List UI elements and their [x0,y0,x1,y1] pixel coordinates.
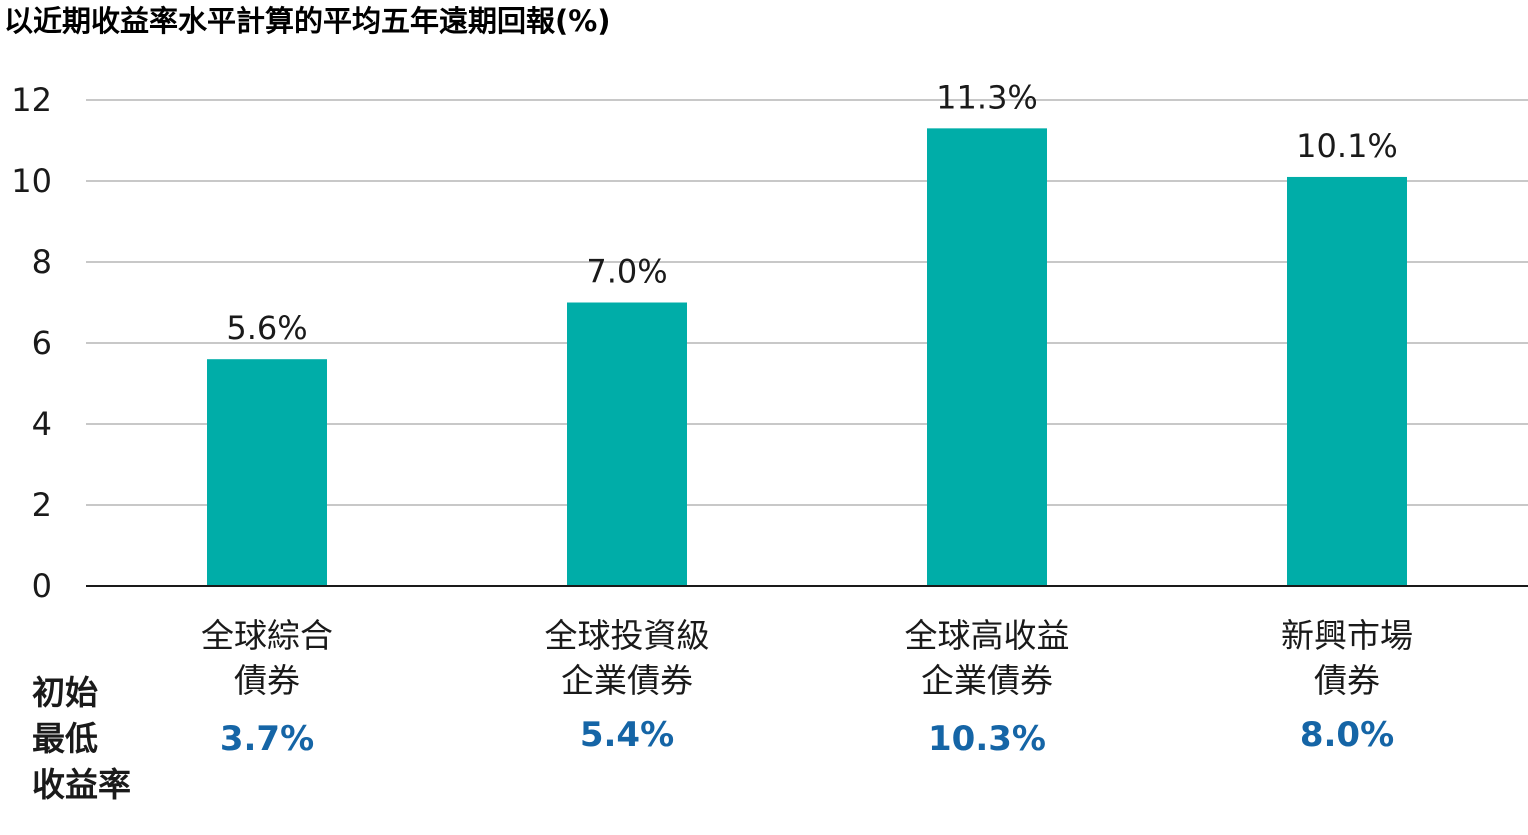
y-tick-label: 4 [32,405,52,443]
x-category-label: 企業債券 [561,661,693,700]
x-category-label: 企業債券 [921,661,1053,700]
x-category-label: 全球高收益 [905,616,1070,655]
y-tick-label: 10 [11,162,52,200]
x-category-label: 新興市場 [1281,616,1413,655]
initial-yield-header: 最低 [32,719,98,758]
bar [927,128,1047,586]
x-category-label: 全球投資級 [545,616,710,655]
initial-yield-header: 收益率 [32,765,131,804]
y-tick-label: 2 [32,486,52,524]
bar-value-label: 10.1% [1296,127,1398,165]
bar-value-labels: 5.6% 7.0% 11.3% 10.1% [226,78,1397,347]
y-tick-label: 6 [32,324,52,362]
bar-value-label: 7.0% [586,253,667,291]
x-category-label: 全球綜合 [201,616,333,655]
bar-value-label: 11.3% [936,78,1038,116]
chart-title: 以近期收益率水平計算的平均五年遠期回報(%) [4,4,611,38]
initial-yield-value: 5.4% [580,715,674,755]
initial-yield-header: 初始 [32,673,98,712]
bar-value-label: 5.6% [226,309,307,347]
bar [207,359,327,586]
bar [1287,176,1407,586]
bar [567,302,687,586]
x-category-label: 債券 [234,661,300,700]
y-tick-label: 12 [11,81,52,119]
initial-yield-value: 3.7% [220,719,314,759]
y-tick-label: 0 [32,567,52,605]
bars [207,128,1407,586]
y-axis: 0 2 4 6 8 10 12 [11,81,52,605]
y-tick-label: 8 [32,243,52,281]
initial-yield-value: 10.3% [928,719,1046,759]
x-category-label: 債券 [1314,661,1380,700]
initial-yield-value: 8.0% [1300,715,1394,755]
